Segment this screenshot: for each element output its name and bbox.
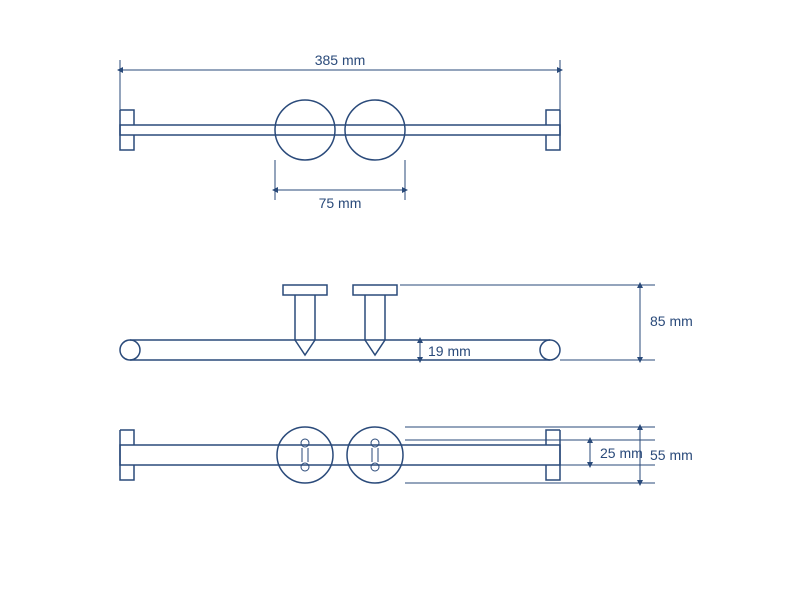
dim-circle-spacing: 75 mm [319, 195, 362, 211]
dim-circle-diameter: 55 mm [650, 447, 693, 463]
dim-hole-spacing: 25 mm [600, 445, 643, 461]
side-view: 19 mm 85 mm [120, 285, 693, 360]
dim-overall-width: 385 mm [315, 52, 366, 68]
dimension-drawing: 385 mm 75 mm 19 m [0, 0, 800, 600]
dim-mount-height: 85 mm [650, 313, 693, 329]
front-view: 25 mm 55 mm [120, 427, 693, 483]
top-view: 385 mm 75 mm [120, 52, 560, 211]
dim-bar-diameter: 19 mm [428, 343, 471, 359]
